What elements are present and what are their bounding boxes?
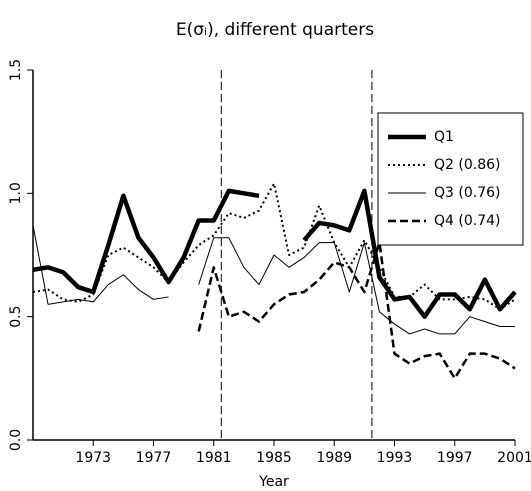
x-axis-label: Year bbox=[258, 474, 289, 490]
line-series bbox=[32, 225, 515, 335]
x-tick-label: 1993 bbox=[377, 450, 413, 466]
legend-label: Q1 bbox=[434, 129, 454, 145]
x-tick-label: 1985 bbox=[256, 450, 292, 466]
x-tick-label: 1989 bbox=[316, 450, 352, 466]
legend-label: Q3 (0.76) bbox=[434, 185, 500, 201]
x-tick-label: 1981 bbox=[196, 450, 232, 466]
line-series bbox=[197, 241, 516, 380]
x-tick-label: 1973 bbox=[75, 450, 111, 466]
x-tick-label: 1997 bbox=[437, 450, 473, 466]
legend-label: Q4 (0.74) bbox=[434, 213, 500, 229]
chart-title: E(σᵢ), different quarters bbox=[176, 20, 374, 40]
y-tick-label: 0.5 bbox=[8, 306, 24, 328]
legend-label: Q2 (0.86) bbox=[434, 157, 500, 173]
y-tick-label: 1.5 bbox=[8, 59, 24, 81]
y-tick-label: 0.0 bbox=[8, 429, 24, 451]
x-tick-label: 1977 bbox=[136, 450, 172, 466]
x-tick-label: 2001 bbox=[497, 450, 531, 466]
y-tick-label: 1.0 bbox=[8, 182, 24, 204]
